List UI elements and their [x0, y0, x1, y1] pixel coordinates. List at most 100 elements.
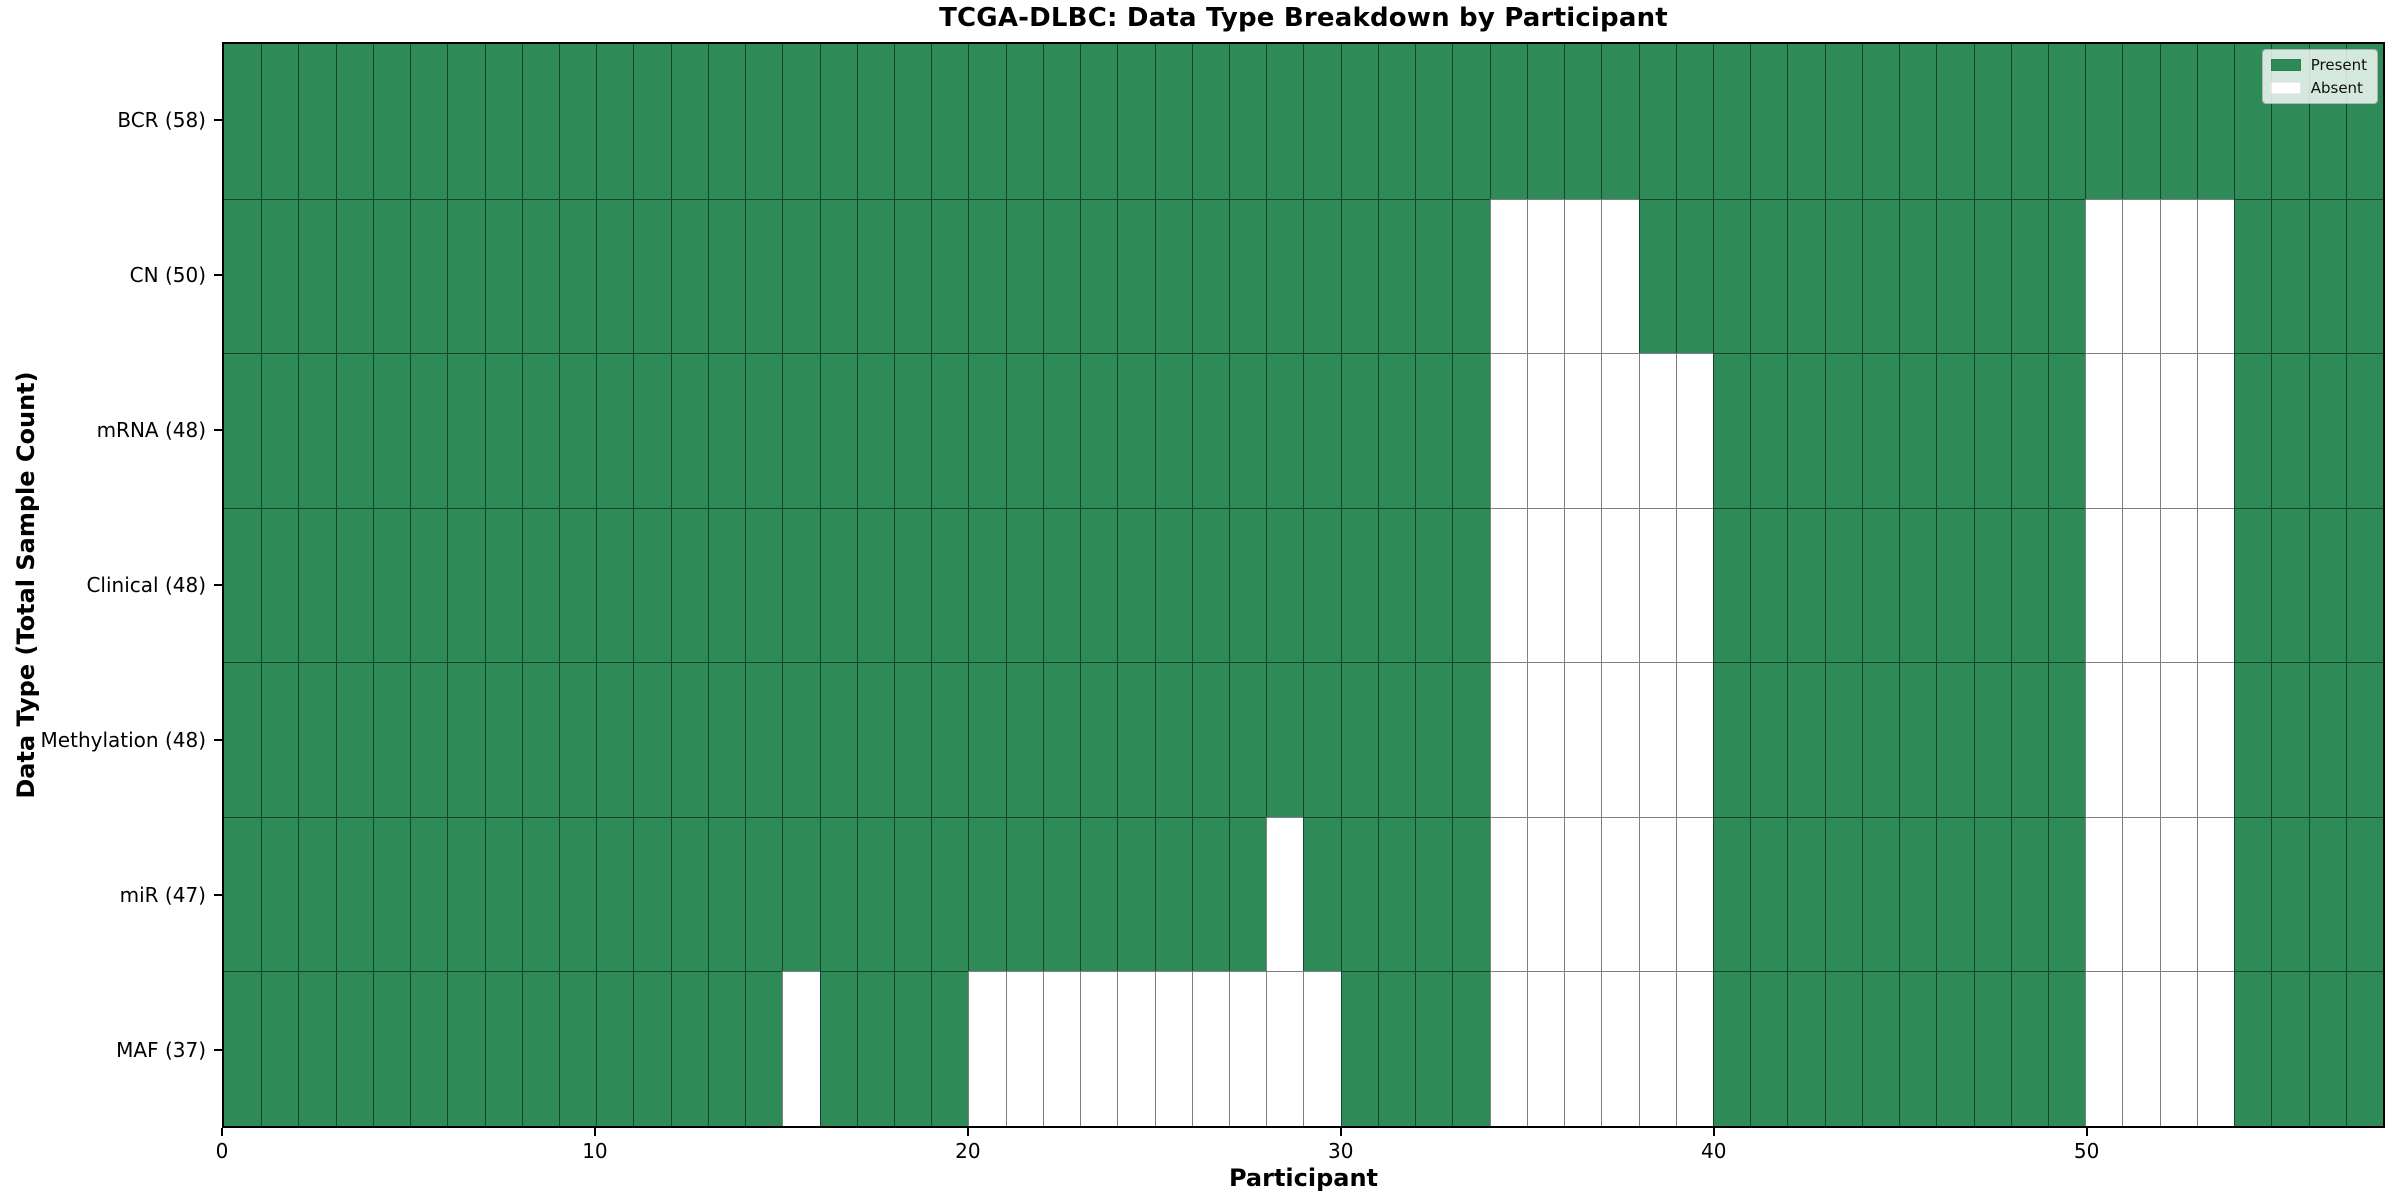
heatmap-cell — [1787, 507, 1825, 663]
heatmap-cell — [856, 971, 895, 1126]
heatmap-cell — [1712, 44, 1751, 199]
heatmap-cell — [1229, 662, 1267, 817]
heatmap-cell — [559, 353, 597, 508]
heatmap-cell — [372, 971, 411, 1126]
heatmap-cell — [1340, 198, 1378, 354]
heatmap-cell — [2308, 816, 2346, 972]
heatmap-cell — [1638, 816, 1676, 972]
heatmap-cell — [410, 198, 448, 354]
heatmap-cell — [2345, 816, 2383, 972]
x-tick-label: 30 — [1328, 1139, 1354, 1163]
heatmap-cell — [1377, 198, 1416, 354]
heatmap-cell — [1787, 353, 1825, 508]
heatmap-cell — [670, 507, 708, 663]
heatmap-cell — [1377, 662, 1416, 817]
heatmap-cell — [1861, 44, 1900, 199]
heatmap-cell — [1191, 44, 1230, 199]
heatmap-cell — [2234, 662, 2272, 817]
heatmap-cell — [1675, 353, 1713, 508]
heatmap-cell — [931, 44, 969, 199]
heatmap-cell — [372, 198, 411, 354]
heatmap-cell — [1191, 353, 1230, 508]
heatmap-cell — [447, 971, 485, 1126]
heatmap-cell — [1005, 816, 1043, 972]
heatmap-cell — [1266, 353, 1304, 508]
heatmap-cell — [633, 198, 671, 354]
heatmap-cell — [521, 662, 560, 817]
heatmap-cell — [2234, 507, 2272, 663]
heatmap-cell — [1936, 198, 1974, 354]
heatmap-cell — [559, 44, 597, 199]
heatmap-cell — [2047, 971, 2086, 1126]
heatmap-cell — [1564, 507, 1602, 663]
heatmap-cell — [1973, 816, 2011, 972]
heatmap-cell — [1601, 44, 1639, 199]
heatmap-cell — [261, 662, 299, 817]
heatmap-cell — [1899, 662, 1937, 817]
heatmap-cell — [298, 353, 336, 508]
y-tick-mark — [214, 739, 222, 742]
y-tick-mark — [214, 1049, 222, 1052]
heatmap-cell — [1526, 971, 1565, 1126]
heatmap-cell — [1564, 353, 1602, 508]
heatmap-cell — [521, 816, 560, 972]
heatmap-cell — [856, 662, 895, 817]
heatmap-cell — [1042, 662, 1081, 817]
heatmap-cell — [410, 971, 448, 1126]
heatmap-cell — [2271, 353, 2309, 508]
heatmap-cell — [707, 44, 746, 199]
heatmap-cell — [372, 353, 411, 508]
y-tick-mark — [214, 894, 222, 897]
heatmap-cell — [596, 198, 634, 354]
heatmap-cell — [1861, 816, 1900, 972]
heatmap-cell — [1712, 816, 1751, 972]
heatmap-cell — [1191, 816, 1230, 972]
heatmap-cell — [1415, 44, 1453, 199]
heatmap-cell — [1861, 971, 1900, 1126]
heatmap-cell — [1638, 353, 1676, 508]
heatmap-cell — [447, 353, 485, 508]
heatmap-cell — [261, 198, 299, 354]
heatmap-cell — [1005, 507, 1043, 663]
heatmap-cell — [2345, 507, 2383, 663]
heatmap-cell — [1489, 353, 1527, 508]
heatmap-cell — [335, 816, 373, 972]
x-tick-label: 20 — [955, 1139, 981, 1163]
heatmap-cell — [1899, 353, 1937, 508]
heatmap-cell — [2271, 507, 2309, 663]
heatmap-cell — [261, 816, 299, 972]
heatmap-cell — [1787, 198, 1825, 354]
heatmap-cell — [2345, 353, 2383, 508]
heatmap-cell — [782, 44, 820, 199]
heatmap-cell — [782, 198, 820, 354]
heatmap-cell — [2047, 44, 2086, 199]
heatmap-cell — [1117, 353, 1155, 508]
heatmap-cell — [1452, 198, 1490, 354]
heatmap-cell — [298, 816, 336, 972]
heatmap-cell — [2345, 198, 2383, 354]
heatmap-cell — [410, 353, 448, 508]
x-tick-label: 10 — [582, 1139, 608, 1163]
heatmap-cell — [1117, 816, 1155, 972]
heatmap-cell — [2122, 198, 2160, 354]
heatmap-cell — [410, 816, 448, 972]
heatmap-cell — [2010, 507, 2048, 663]
heatmap-cell — [1229, 971, 1267, 1126]
heatmap-cell — [1675, 507, 1713, 663]
heatmap-cell — [559, 971, 597, 1126]
heatmap-cell — [1005, 662, 1043, 817]
heatmap-cell — [1229, 816, 1267, 972]
heatmap-cell — [1229, 198, 1267, 354]
heatmap-cell — [224, 44, 262, 199]
heatmap-cell — [1266, 44, 1304, 199]
heatmap-cell — [1675, 198, 1713, 354]
heatmap-cell — [1787, 816, 1825, 972]
heatmap-cell — [2010, 353, 2048, 508]
heatmap-cell — [484, 971, 522, 1126]
heatmap-cell — [894, 507, 932, 663]
heatmap-cell — [1117, 971, 1155, 1126]
heatmap-cell — [1377, 353, 1416, 508]
heatmap-cell — [1750, 353, 1788, 508]
heatmap-cell — [2196, 816, 2235, 972]
heatmap-cell — [484, 816, 522, 972]
